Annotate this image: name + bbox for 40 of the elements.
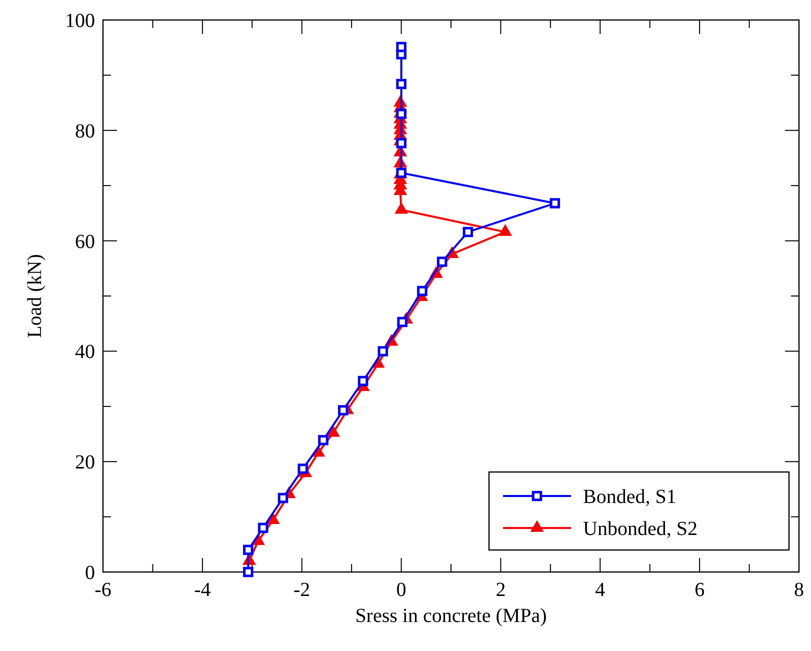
x-tick-label: 8 <box>794 579 804 601</box>
y-tick-label: 100 <box>65 10 95 32</box>
x-tick-label: 2 <box>496 579 506 601</box>
point <box>396 108 406 119</box>
point <box>338 405 348 416</box>
point <box>396 42 406 52</box>
y-tick-label: 60 <box>75 230 95 253</box>
point <box>358 376 368 386</box>
point <box>462 226 474 238</box>
point <box>436 256 448 267</box>
point <box>243 544 254 556</box>
point <box>378 346 388 356</box>
point <box>498 224 512 236</box>
point <box>326 426 340 437</box>
point <box>278 492 288 504</box>
x-tick-label: -2 <box>294 579 310 601</box>
point <box>417 286 428 296</box>
point <box>396 78 406 90</box>
legend-label: Unbonded, S2 <box>583 518 698 540</box>
point <box>394 202 408 214</box>
point <box>258 522 268 533</box>
x-axis-title: Sress in concrete (MPa) <box>355 605 547 627</box>
point <box>318 434 328 446</box>
y-tick-label: 20 <box>75 452 95 474</box>
y-axis-title: Load (kN) <box>24 254 46 338</box>
point <box>396 168 406 178</box>
y-tick-label: 40 <box>75 341 95 364</box>
x-tick-label: 6 <box>694 579 705 601</box>
y-tick-label: 0 <box>85 562 95 584</box>
x-tick-label: 0 <box>396 579 406 601</box>
x-tick-label: 4 <box>595 579 606 601</box>
x-tick-label: -4 <box>194 579 211 601</box>
x-tick-label: -6 <box>94 579 112 601</box>
point <box>298 464 308 474</box>
y-tick-label: 80 <box>75 120 95 142</box>
point <box>243 566 254 578</box>
legend-label: Bonded, S1 <box>583 486 676 508</box>
point <box>397 316 408 328</box>
point <box>396 138 406 148</box>
point <box>550 198 560 208</box>
